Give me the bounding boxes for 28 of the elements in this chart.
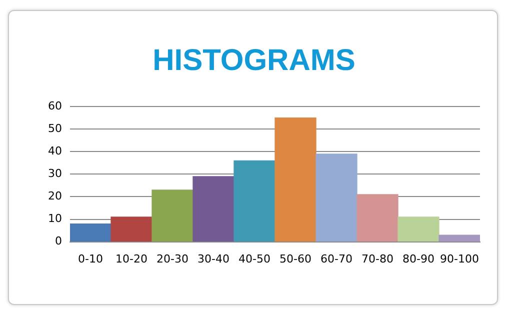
bar — [274, 118, 316, 242]
x-tick-label: 80-90 — [402, 252, 434, 266]
x-tick-label: 90-100 — [440, 252, 479, 266]
x-tick-label: 70-80 — [362, 252, 394, 266]
bar — [192, 176, 234, 242]
y-tick-label: 50 — [48, 122, 62, 135]
bar — [70, 223, 112, 242]
x-tick-label: 60-70 — [320, 252, 352, 266]
x-tick-label: 40-50 — [238, 252, 270, 266]
y-tick-label: 30 — [48, 167, 62, 180]
bar — [234, 160, 276, 242]
chart-title: HISTOGRAMS — [152, 44, 356, 78]
x-tick-label: 0-10 — [78, 252, 103, 266]
x-tick-label: 10-20 — [116, 252, 148, 266]
bar — [398, 216, 440, 242]
x-tick-label: 50-60 — [280, 252, 312, 266]
x-tick-label: 30-40 — [198, 252, 230, 266]
y-tick-label: 40 — [48, 144, 62, 158]
y-tick-label: 60 — [48, 99, 62, 112]
x-tick-label: 20-30 — [156, 252, 188, 266]
bar — [356, 194, 398, 242]
y-tick-label: 20 — [48, 190, 62, 203]
bar — [316, 154, 358, 242]
bar — [110, 216, 152, 242]
bar — [152, 190, 194, 242]
y-tick-label: 10 — [48, 212, 62, 226]
y-tick-label: 0 — [54, 234, 62, 248]
bar — [438, 234, 480, 242]
